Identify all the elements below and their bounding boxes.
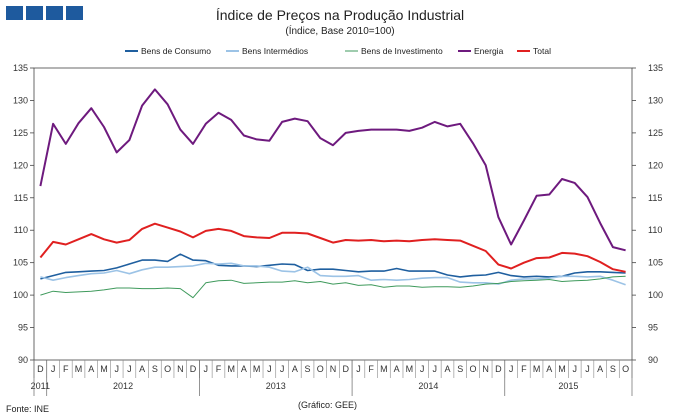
y-tick-label-left: 130 (13, 95, 28, 105)
y-tick-label-left: 100 (13, 290, 28, 300)
y-tick-label-right: 125 (648, 128, 663, 138)
x-month-label: O (469, 364, 476, 374)
chart-subtitle: (Índice, Base 2010=100) (285, 24, 394, 37)
series-line (39, 222, 626, 273)
x-year-label: 2012 (113, 381, 133, 391)
logo-block (46, 6, 63, 20)
axes: 90 90 95 95 100 100 105 105 110 110 115 115 120 120 12… (13, 63, 663, 396)
y-tick-label-left: 95 (18, 323, 28, 333)
x-month-label: J (267, 364, 272, 374)
legend: Bens de Consumo Bens Intermédios Bens de I… (125, 46, 551, 56)
x-month-label: J (585, 364, 590, 374)
legend-label: Bens de Investimento (361, 46, 443, 56)
y-tick-label-right: 105 (648, 258, 663, 268)
x-month-label: J (127, 364, 132, 374)
x-month-label: M (75, 364, 83, 374)
x-month-label: M (227, 364, 235, 374)
y-tick-label-right: 110 (648, 225, 662, 235)
x-month-label: D (190, 364, 197, 374)
x-month-label: F (63, 364, 69, 374)
x-month-label: J (433, 364, 438, 374)
y-tick-label-right: 90 (648, 355, 658, 365)
logo-block (6, 6, 23, 20)
x-month-label: M (253, 364, 261, 374)
x-month-label: J (572, 364, 577, 374)
x-month-label: M (100, 364, 108, 374)
x-month-label: N (177, 364, 184, 374)
plot-frame (33, 67, 633, 361)
x-month-label: F (521, 364, 527, 374)
y-tick-label-right: 95 (648, 323, 658, 333)
chart-title: Índice de Preços na Produção Industrial (216, 7, 464, 23)
x-month-label: A (394, 364, 400, 374)
series-lines (39, 88, 626, 299)
x-month-label: M (406, 364, 414, 374)
x-month-label: N (330, 364, 337, 374)
logo-block (26, 6, 43, 20)
x-month-label: S (457, 364, 463, 374)
x-month-label: J (51, 364, 56, 374)
y-tick-label-right: 115 (648, 193, 662, 203)
gee-logo (6, 6, 83, 20)
x-month-label: A (292, 364, 298, 374)
x-month-label: M (558, 364, 566, 374)
x-month-label: A (241, 364, 247, 374)
y-tick-label-right: 100 (648, 290, 663, 300)
x-month-label: O (164, 364, 171, 374)
x-month-label: M (533, 364, 541, 374)
legend-label: Total (533, 46, 551, 56)
series-line (40, 262, 626, 286)
x-month-label: A (88, 364, 94, 374)
legend-label: Energia (474, 46, 504, 56)
x-year-label: 2013 (266, 381, 286, 391)
series-line (39, 88, 626, 252)
logo-block (66, 6, 83, 20)
x-month-label: J (280, 364, 285, 374)
x-month-label: D (342, 364, 349, 374)
x-month-label: F (368, 364, 374, 374)
legend-label: Bens de Consumo (141, 46, 211, 56)
x-month-label: S (305, 364, 311, 374)
x-month-label: M (380, 364, 388, 374)
x-month-label: J (420, 364, 425, 374)
y-tick-label-left: 125 (13, 128, 28, 138)
x-month-label: O (317, 364, 324, 374)
x-month-label: F (216, 364, 222, 374)
x-month-label: S (152, 364, 158, 374)
y-tick-label-left: 135 (13, 63, 28, 73)
x-month-label: A (139, 364, 145, 374)
x-month-label: J (509, 364, 514, 374)
x-month-label: N (482, 364, 489, 374)
x-month-label: J (356, 364, 361, 374)
y-tick-label-left: 105 (13, 258, 28, 268)
x-month-label: J (114, 364, 119, 374)
x-month-label: D (37, 364, 44, 374)
x-month-label: A (445, 364, 451, 374)
y-tick-label-left: 115 (14, 193, 28, 203)
x-month-label: A (546, 364, 552, 374)
y-tick-label-left: 110 (14, 225, 28, 235)
y-tick-label-left: 90 (18, 355, 28, 365)
x-year-label: 2011 (31, 381, 50, 391)
x-month-label: D (495, 364, 502, 374)
y-tick-label-right: 130 (648, 95, 663, 105)
source-note: Fonte: INE (6, 404, 49, 414)
legend-label: Bens Intermédios (242, 46, 308, 56)
x-month-label: A (597, 364, 603, 374)
series-line (40, 253, 626, 280)
y-tick-label-right: 135 (648, 63, 663, 73)
x-year-label: 2014 (418, 381, 438, 391)
x-month-label: J (204, 364, 209, 374)
x-year-label: 2015 (558, 381, 578, 391)
x-month-label: O (622, 364, 629, 374)
y-tick-label-right: 120 (648, 160, 663, 170)
y-tick-label-left: 120 (13, 160, 28, 170)
x-month-label: S (610, 364, 616, 374)
credit-note: (Gráfico: GEE) (298, 400, 357, 410)
series-line (40, 275, 626, 299)
